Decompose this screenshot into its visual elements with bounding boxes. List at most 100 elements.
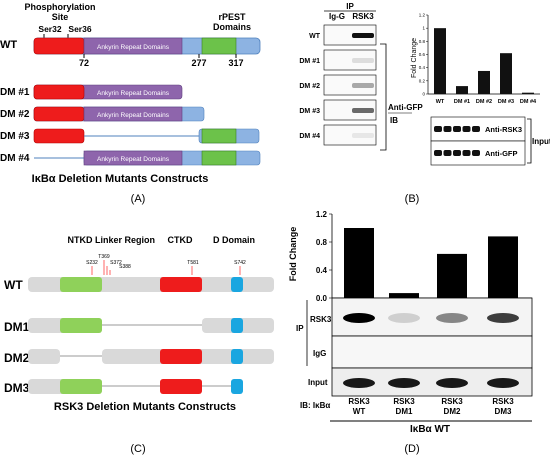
d-ip-band [343,313,375,323]
a-dm2-ankyrin [83,106,183,122]
b-ip: IP [346,2,354,11]
c-ddomain: D Domain [213,235,255,245]
b-input-gfp-band [453,150,461,156]
c-s388: S388 [119,264,131,270]
b-bracket [380,43,387,151]
d-ip-igg-panel [331,335,533,369]
b-y-tick-label: 0.8 [419,39,426,44]
b-ylabel: Fold Change [411,38,418,78]
c-wt-label: WT [4,278,23,292]
b-band [352,133,374,138]
b-x-tick-label: DM #3 [498,99,514,105]
a-caption: IκBα Deletion Mutants Constructs [32,173,209,185]
b-x-tick-label: WT [436,99,445,105]
d-ip-band [436,313,468,323]
b-input-rsk3-band [472,126,480,132]
b-row-label: DM #3 [299,108,320,115]
d-bar [488,236,518,298]
d-bar-chart: Fold Change 0.0 0.4 0.8 1.2 [288,210,532,303]
b-band [352,83,374,88]
d-y-tick-label: 0.4 [316,266,328,275]
b-x-tick-label: DM #4 [520,99,537,105]
a-dm4-ankyrin-text: Ankyrin Repeat Domains [97,156,170,163]
panel-c: NTKD Linker Region CTKD D Domain S232 T3… [4,235,274,413]
c-wt-ntkd [60,277,102,292]
pos-72: 72 [79,58,89,68]
d-lane-bottom: DM2 [444,407,461,416]
b-y-tick-label: 0.4 [419,65,426,70]
d-lane-bottom: WT [353,407,366,416]
a-dm4-green [201,150,237,166]
d-lane-bottom: DM1 [396,407,413,416]
c-s372: S372 [110,260,122,266]
a-dm3-green [201,128,237,144]
b-anti-rsk3: Anti-RSK3 [485,125,522,134]
c-dm1-ddomain [231,318,243,333]
b-input-rsk3-band [462,126,471,132]
b-ib: IB [390,116,398,125]
b-input-rsk3-band [434,126,442,132]
b-blot-rows: WT DM #1 DM #2 DM #3 DM #4 [299,24,377,146]
d-y-tick-label: 0.0 [316,294,328,303]
b-y-tick-label: 0.6 [419,52,426,57]
panel-d: Fold Change 0.00.40.81.2 RSK3 IgG Input … [288,210,533,435]
c-linker: Linker Region [95,235,155,245]
b-band [352,33,374,38]
phos-site: Site [52,12,69,22]
d-ip-band [388,313,420,323]
c-ctkd: CTKD [168,235,193,245]
a-dm4-label: DM #4 [0,153,30,164]
c-dm2-ctkd [160,349,202,364]
b-row-label: DM #1 [299,58,320,65]
b-input-rsk3-band [443,126,452,132]
a-dm3-red [33,128,85,144]
d-footer: IκBα WT [410,424,450,435]
label-b: (B) [405,193,420,205]
d-ip-label: IP [296,324,304,333]
d-lane-bottom: DM3 [495,407,512,416]
rpest-label: rPEST [218,12,246,22]
c-dm3-ntkd [60,379,102,394]
pos-317: 317 [228,58,243,68]
d-input-band [436,378,468,388]
d-lane-top: RSK3 [348,397,370,406]
pos-277: 277 [191,58,206,68]
d-igg-row: IgG [313,349,326,358]
b-input-bracket [527,118,532,164]
b-anti-gfp: Anti-GFP [388,103,423,112]
a-wt-red [33,37,85,55]
b-input-gfp-band [443,150,452,156]
b-y-tick-label: 1 [422,26,425,31]
c-dm3-ctkd [160,379,202,394]
b-igg: Ig-G [329,12,345,21]
b-input-gfp-band [462,150,471,156]
c-t369: T369 [98,254,110,260]
a-wt-label: WT [0,39,17,51]
d-ib-label: IB: IκBα [300,401,330,410]
rpest-domains-label: Domains [213,22,251,32]
b-bar-chart: Fold Change 0 0.2 0.4 0.6 0.8 1 1.2 WT DM #1 DM #… [411,13,540,105]
b-row-label: WT [309,33,321,40]
b-band [352,108,374,113]
c-dm1-ntkd [60,318,102,333]
c-dm1-label: DM1 [4,320,30,334]
b-blot-panel [323,49,377,71]
d-input-row: Input [308,378,328,387]
label-a: (A) [131,193,146,205]
d-bar [437,253,467,298]
b-bar [522,92,534,94]
d-y-tick-label: 0.8 [316,238,328,247]
a-dm2-label: DM #2 [0,109,30,120]
a-dm1-ankyrin-text: Ankyrin Repeat Domains [97,90,170,97]
b-x-tick-label: DM #1 [454,99,470,105]
b-y-tick-label: 0 [422,92,425,97]
b-bar [456,86,468,94]
c-dm2-ddomain [231,349,243,364]
b-bar [500,53,512,94]
b-row-label: DM #4 [299,133,320,140]
d-y-tick-label: 1.2 [316,210,328,219]
label-c: (C) [130,443,145,455]
c-s232: S232 [86,260,98,266]
